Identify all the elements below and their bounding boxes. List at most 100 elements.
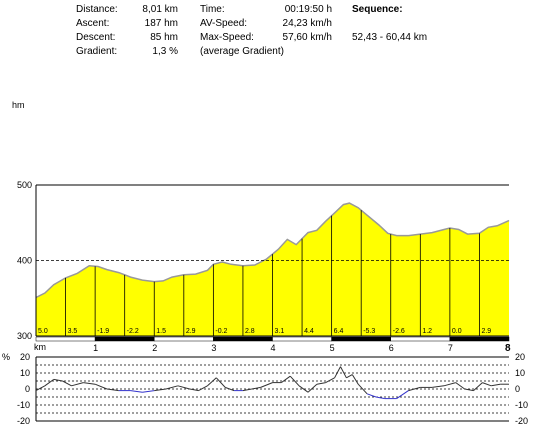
km-axis-segment bbox=[449, 336, 510, 342]
gradient-line-segment bbox=[53, 378, 63, 382]
gradient-line-segment bbox=[207, 377, 217, 387]
gradient-y-tick-label-right: -10 bbox=[515, 400, 528, 410]
descent-label: Descent: bbox=[76, 32, 116, 43]
km-axis-segment bbox=[35, 336, 96, 342]
segment-gradient-label: 0.0 bbox=[452, 328, 462, 335]
gradient-line-segment bbox=[357, 383, 368, 395]
gradient-line-segment bbox=[482, 382, 492, 387]
gradient-line-segment bbox=[225, 386, 235, 392]
km-x-tick-label: 8 bbox=[505, 343, 511, 354]
segment-gradient-label: 2.9 bbox=[186, 328, 196, 335]
gradient-line-segment bbox=[366, 393, 377, 398]
distance-label: Distance: bbox=[76, 4, 118, 15]
gradient-line-segment bbox=[106, 388, 119, 392]
km-axis-segment bbox=[390, 336, 451, 342]
gradient-y-tick-label-left: 10 bbox=[20, 368, 30, 378]
maxspeed-label: Max-Speed: bbox=[200, 32, 254, 43]
gradient-y-tick-label-right: -20 bbox=[515, 416, 528, 426]
avspeed-label: AV-Speed: bbox=[200, 18, 248, 29]
km-x-tick-label: 5 bbox=[330, 343, 335, 353]
gradient-line-segment bbox=[432, 385, 445, 388]
gradient-label: Gradient: bbox=[76, 46, 118, 57]
gradient-line-segment bbox=[443, 382, 456, 387]
sequence-label: Sequence: bbox=[352, 4, 403, 15]
gradient-line-segment bbox=[189, 388, 199, 392]
gradient-line-segment bbox=[455, 382, 465, 390]
segment-gradient-label: 4.4 bbox=[304, 328, 314, 335]
segment-gradient-label: -1.9 bbox=[97, 328, 109, 335]
gradient-line-segment bbox=[71, 382, 84, 387]
gradient-line-segment bbox=[242, 388, 252, 392]
km-x-tick-label: 1 bbox=[93, 343, 98, 353]
gradient-line-segment bbox=[165, 385, 179, 390]
gradient-line-segment bbox=[94, 383, 108, 390]
descent-value: 85 hm bbox=[150, 32, 178, 43]
gradient-line-segment bbox=[316, 382, 326, 385]
gradient-line-segment bbox=[340, 366, 347, 379]
gradient-line-segment bbox=[396, 390, 409, 400]
gradient-line-segment bbox=[491, 383, 501, 387]
maxspeed-value: 57,60 km/h bbox=[282, 32, 332, 43]
avspeed-value: 24,23 km/h bbox=[282, 18, 332, 29]
gradient-line-segment bbox=[154, 388, 167, 392]
segment-gradient-label: 3.5 bbox=[68, 328, 78, 335]
gradient-line-segment bbox=[62, 380, 72, 387]
gradient-line-segment bbox=[307, 383, 318, 393]
km-axis-segment bbox=[94, 336, 155, 342]
ascent-label: Ascent: bbox=[76, 18, 110, 29]
gradient-line-segment bbox=[334, 366, 341, 379]
gradient-y-tick-label-right: 10 bbox=[515, 368, 525, 378]
segment-gradient-label: -0.2 bbox=[215, 328, 227, 335]
gradient-line-segment bbox=[408, 386, 421, 392]
gradient-line-segment bbox=[142, 390, 155, 393]
time-value: 00:19:50 h bbox=[284, 4, 332, 15]
gradient-line-segment bbox=[251, 386, 261, 390]
elevation-axis-unit-label: hm bbox=[12, 100, 25, 110]
gradient-line-segment bbox=[281, 375, 291, 384]
km-x-tick-label: 7 bbox=[448, 343, 453, 353]
km-axis-segment bbox=[154, 336, 214, 342]
gradient-line-segment bbox=[473, 382, 483, 391]
elevation-y-tick-label: 400 bbox=[17, 256, 32, 266]
gradient-axis-unit-label: % bbox=[2, 352, 10, 362]
km-axis-segment bbox=[331, 336, 391, 342]
km-axis-segment bbox=[213, 336, 273, 342]
gradient-line-segment bbox=[351, 374, 359, 385]
segment-gradient-label: 1.2 bbox=[422, 328, 432, 335]
average-gradient-note: (average Gradient) bbox=[200, 46, 284, 57]
segment-gradient-label: -2.6 bbox=[393, 328, 405, 335]
gradient-value: 1,3 % bbox=[152, 46, 178, 57]
segment-gradient-label: -2.2 bbox=[127, 328, 139, 335]
segment-gradient-label: 2.8 bbox=[245, 328, 255, 335]
segment-gradient-label: 6.4 bbox=[334, 328, 344, 335]
sequence-value: 52,43 - 60,44 km bbox=[352, 32, 428, 43]
gradient-line-segment bbox=[198, 385, 208, 392]
gradient-y-tick-label-left: 20 bbox=[20, 352, 30, 362]
km-x-tick-label: 2 bbox=[152, 343, 157, 353]
gradient-line-segment bbox=[298, 385, 309, 393]
segment-gradient-label: 5.0 bbox=[38, 328, 48, 335]
distance-value: 8,01 km bbox=[142, 4, 178, 15]
gradient-line-segment bbox=[35, 385, 46, 392]
gradient-line-segment bbox=[346, 374, 353, 379]
segment-gradient-label: 2.9 bbox=[481, 328, 491, 335]
segment-gradient-label: -5.3 bbox=[363, 328, 375, 335]
gradient-line-segment bbox=[44, 378, 55, 387]
gradient-line-segment bbox=[215, 377, 226, 388]
segment-gradient-label: 3.1 bbox=[275, 328, 285, 335]
gradient-line-segment bbox=[260, 382, 273, 388]
km-x-tick-label: 6 bbox=[389, 343, 394, 353]
gradient-line-segment bbox=[289, 375, 300, 387]
gradient-y-tick-label-left: -10 bbox=[17, 400, 30, 410]
gradient-line-segment bbox=[130, 390, 143, 393]
gradient-line-segment bbox=[464, 388, 474, 392]
km-x-tick-label: 3 bbox=[211, 343, 216, 353]
elevation-y-tick-label: 300 bbox=[17, 331, 32, 341]
elevation-profile-line bbox=[35, 202, 510, 299]
gradient-y-tick-label-right: 20 bbox=[515, 352, 525, 362]
gradient-y-tick-label-left: 0 bbox=[25, 384, 30, 394]
gradient-line-segment bbox=[325, 377, 335, 384]
km-axis-unit-label: km bbox=[34, 342, 46, 352]
km-axis-segment bbox=[272, 336, 332, 342]
